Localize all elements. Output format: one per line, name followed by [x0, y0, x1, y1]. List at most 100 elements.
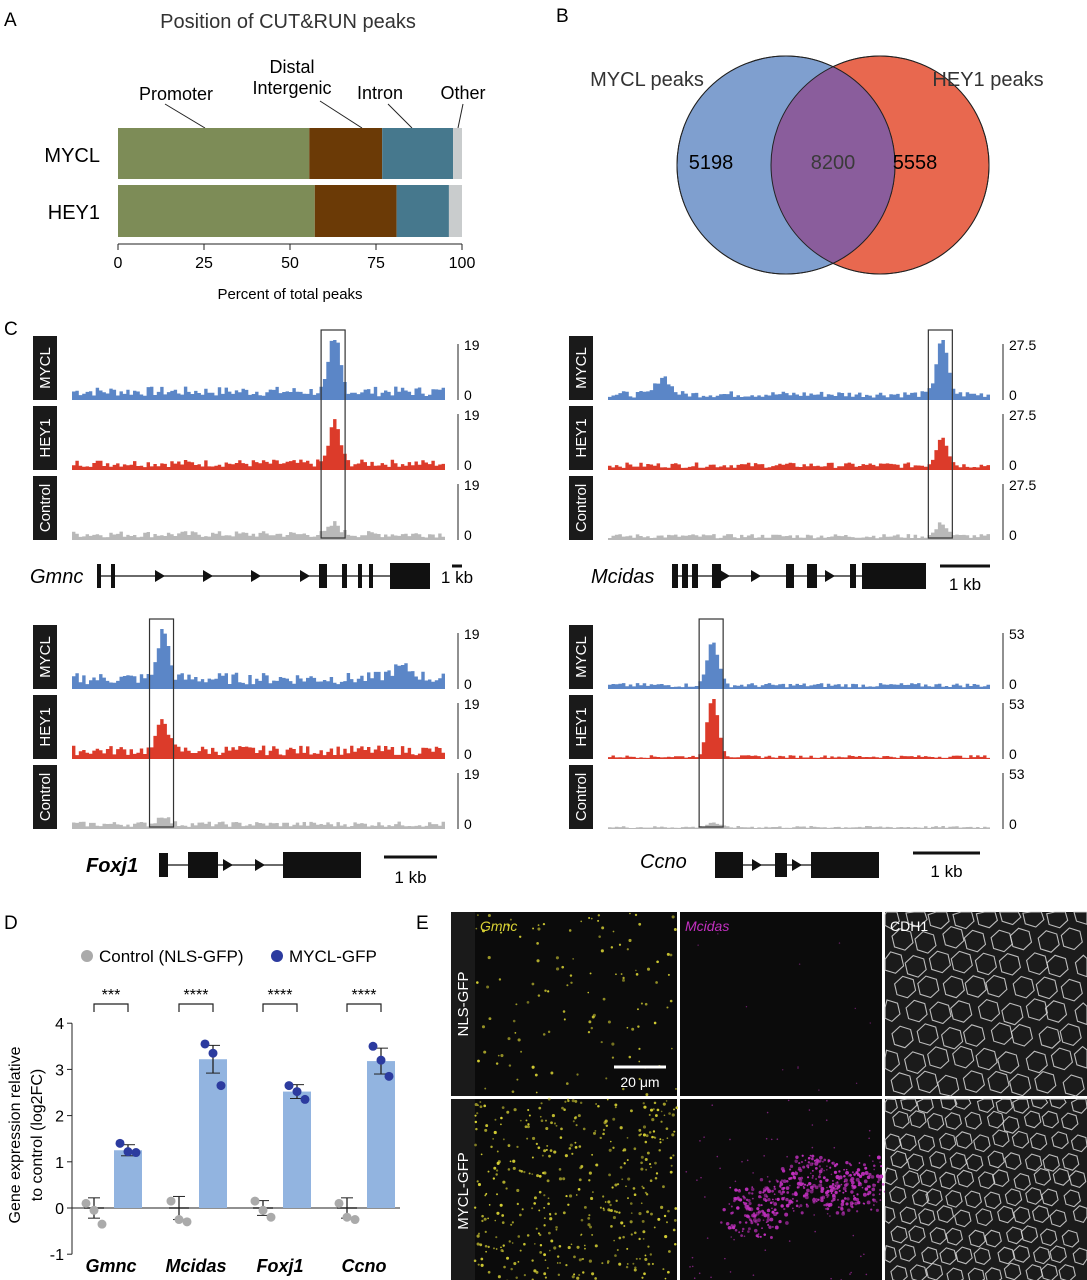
control-point [174, 1215, 184, 1225]
gene-structure-foxj1: Foxj1 1 kb [86, 852, 437, 887]
exon [358, 564, 362, 588]
puncta [549, 1217, 553, 1221]
puncta [806, 1184, 809, 1187]
cell-outline [1049, 1245, 1067, 1264]
cell-outline [1032, 1246, 1051, 1265]
puncta [706, 1237, 709, 1239]
leader-intron [387, 103, 413, 129]
puncta [588, 916, 591, 919]
puncta [673, 1130, 676, 1133]
puncta [626, 948, 629, 951]
puncta [609, 1140, 612, 1143]
puncta [606, 1098, 609, 1101]
puncta [629, 912, 631, 915]
puncta [528, 1114, 531, 1117]
puncta [866, 1175, 871, 1180]
puncta [842, 1191, 845, 1194]
puncta [759, 1235, 762, 1238]
puncta [543, 1217, 546, 1220]
puncta [495, 1248, 498, 1250]
puncta [818, 1183, 823, 1188]
puncta [620, 1221, 624, 1225]
strand-arrow [720, 570, 730, 582]
puncta [730, 1211, 733, 1215]
puncta [729, 1226, 733, 1230]
puncta [691, 1265, 694, 1268]
puncta [876, 1180, 880, 1184]
panel-letter-a: A [4, 10, 17, 31]
bar-mycl-other [453, 128, 462, 179]
puncta [826, 1099, 828, 1102]
puncta [762, 1211, 766, 1215]
y-tick-label-d: 3 [55, 1062, 64, 1079]
puncta [738, 1221, 742, 1224]
puncta [640, 1167, 644, 1171]
puncta [675, 1088, 677, 1090]
track-ymin: 0 [464, 527, 472, 543]
puncta [480, 1153, 483, 1156]
puncta [831, 1183, 835, 1186]
puncta [821, 1195, 826, 1200]
puncta [646, 1210, 649, 1214]
track-ymin: 0 [1009, 387, 1017, 403]
cell-outline [884, 1098, 898, 1115]
cell-outline [925, 1188, 943, 1207]
control-point [350, 1215, 360, 1225]
exon [369, 564, 373, 588]
strand-arrow [223, 859, 233, 871]
puncta [660, 1120, 663, 1123]
cell-outline [1052, 1167, 1071, 1186]
track-ymin: 0 [1009, 527, 1017, 543]
puncta [591, 1233, 594, 1236]
puncta [640, 1161, 643, 1165]
bar-mycl-promoter [118, 128, 310, 179]
track-label-box [33, 406, 57, 470]
puncta [761, 1227, 763, 1230]
cell-outline [909, 1110, 927, 1129]
exon [111, 564, 115, 588]
cell-outline [1030, 1098, 1049, 1110]
mycl-point [368, 1041, 378, 1051]
puncta [662, 1139, 664, 1141]
puncta [730, 1224, 734, 1227]
puncta [587, 1031, 591, 1034]
puncta [764, 1186, 766, 1188]
cell-outline [884, 1049, 901, 1073]
legend-dot-control [81, 950, 93, 962]
cell-outline [990, 1022, 1014, 1046]
panel-b: B MYCL peaks HEY1 peaks 5198 8200 5558 [556, 6, 1044, 275]
puncta [840, 1202, 845, 1207]
puncta [850, 1190, 854, 1194]
puncta [774, 1225, 779, 1230]
cell-outline [973, 1134, 991, 1153]
puncta [595, 1103, 597, 1105]
puncta [765, 1188, 767, 1190]
puncta [542, 922, 546, 926]
puncta [776, 1138, 779, 1140]
puncta [656, 960, 659, 964]
puncta [654, 1176, 658, 1180]
puncta [741, 1160, 743, 1163]
puncta [642, 1187, 645, 1190]
puncta [807, 1156, 811, 1160]
puncta [493, 1166, 497, 1170]
puncta [588, 1020, 592, 1024]
puncta [806, 1164, 810, 1168]
puncta [614, 1183, 618, 1187]
puncta [533, 1243, 536, 1245]
puncta [577, 1114, 581, 1118]
puncta [578, 1258, 582, 1262]
puncta [685, 1170, 688, 1173]
track-label-box [33, 625, 57, 689]
strand-arrow [752, 859, 762, 871]
puncta [811, 1124, 814, 1126]
bar-mycl-foxj1 [283, 1091, 311, 1208]
puncta [853, 1195, 855, 1197]
puncta [604, 1201, 607, 1203]
puncta [577, 1187, 581, 1191]
puncta [628, 1055, 632, 1059]
coverage-mycl [72, 340, 445, 400]
puncta [597, 1104, 600, 1108]
puncta [633, 1193, 637, 1197]
x-ticks-a: 0 25 50 75 100 [114, 244, 475, 272]
